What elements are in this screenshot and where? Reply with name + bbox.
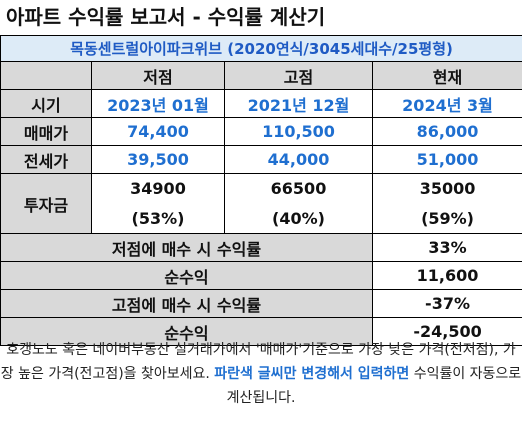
page-title: 아파트 수익률 보고서 - 수익률 계산기	[6, 5, 326, 29]
investment-low-value: 34900	[91, 173, 225, 204]
investment-high-ratio: (40%)	[224, 203, 373, 234]
jeonse-price-low-input[interactable]: 39,500	[91, 145, 225, 174]
buy-low-return-label: 저점에 매수 시 수익률	[0, 233, 373, 262]
period-high-input[interactable]: 2021년 12월	[224, 89, 373, 118]
jeonse-price-high-input[interactable]: 44,000	[224, 145, 373, 174]
header-blank-cell	[0, 61, 92, 90]
buy-low-return-row: 저점에 매수 시 수익률 33%	[0, 233, 522, 262]
investment-row: 투자금 34900 66500 35000	[0, 173, 522, 234]
investment-label: 투자금	[0, 173, 92, 234]
sale-price-row: 매매가 74,400 110,500 86,000	[0, 117, 522, 146]
sale-price-current-input[interactable]: 86,000	[371, 117, 522, 146]
sale-price-high-input[interactable]: 110,500	[224, 117, 373, 146]
buy-high-return-label: 고점에 매수 시 수익률	[0, 289, 373, 318]
jeonse-price-current-input[interactable]: 51,000	[371, 145, 522, 174]
net-profit-high-label: 순수익	[0, 317, 373, 346]
header-row: 저점 고점 현재	[0, 61, 522, 90]
net-profit-high-row: 순수익 -24,500	[0, 317, 522, 346]
period-current-input[interactable]: 2024년 3월	[371, 89, 522, 118]
buy-low-return-value: 33%	[371, 233, 522, 262]
investment-high-value: 66500	[224, 173, 373, 204]
header-low: 저점	[91, 61, 225, 90]
period-low-input[interactable]: 2023년 01월	[91, 89, 225, 118]
buy-high-return-row: 고점에 매수 시 수익률 -37%	[0, 289, 522, 318]
net-profit-low-value: 11,600	[371, 261, 522, 290]
net-profit-low-row: 순수익 11,600	[0, 261, 522, 290]
header-current: 현재	[371, 61, 522, 90]
period-row: 시기 2023년 01월 2021년 12월 2024년 3월	[0, 89, 522, 118]
instruction-text-1: 호갱노노 혹은 네이버부동산 실거래가에서 '매매가'기준으로 가장 낮은 가격…	[0, 342, 516, 382]
jeonse-price-row: 전세가 39,500 44,000 51,000	[0, 145, 522, 174]
buy-high-return-value: -37%	[371, 289, 522, 318]
header-high: 고점	[224, 61, 373, 90]
apartment-subtitle: 목동센트럴아이파크위브 (2020연식/3045세대수/25평형)	[0, 35, 522, 62]
investment-current-value: 35000	[371, 173, 522, 204]
calculator-table: 목동센트럴아이파크위브 (2020연식/3045세대수/25평형) 저점 고점 …	[0, 35, 522, 346]
sale-price-low-input[interactable]: 74,400	[91, 117, 225, 146]
investment-current-ratio: (59%)	[371, 203, 522, 234]
instruction-highlight: 파란색 글씨만 변경해서 입력하면	[214, 366, 410, 382]
period-label: 시기	[0, 89, 92, 118]
investment-ratio-row: (53%) (40%) (59%)	[1, 203, 522, 234]
net-profit-low-label: 순수익	[0, 261, 373, 290]
subtitle-row: 목동센트럴아이파크위브 (2020연식/3045세대수/25평형)	[0, 35, 522, 62]
net-profit-high-value: -24,500	[371, 317, 522, 346]
investment-low-ratio: (53%)	[91, 203, 225, 234]
sale-price-label: 매매가	[0, 117, 92, 146]
jeonse-price-label: 전세가	[0, 145, 92, 174]
instruction-text-2: 수익률이 자동으로 계산됩니다.	[226, 366, 522, 406]
instruction-note: 호갱노노 혹은 네이버부동산 실거래가에서 '매매가'기준으로 가장 낮은 가격…	[0, 338, 522, 410]
